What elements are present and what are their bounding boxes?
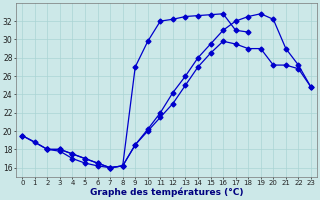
X-axis label: Graphe des températures (°C): Graphe des températures (°C) [90,188,244,197]
